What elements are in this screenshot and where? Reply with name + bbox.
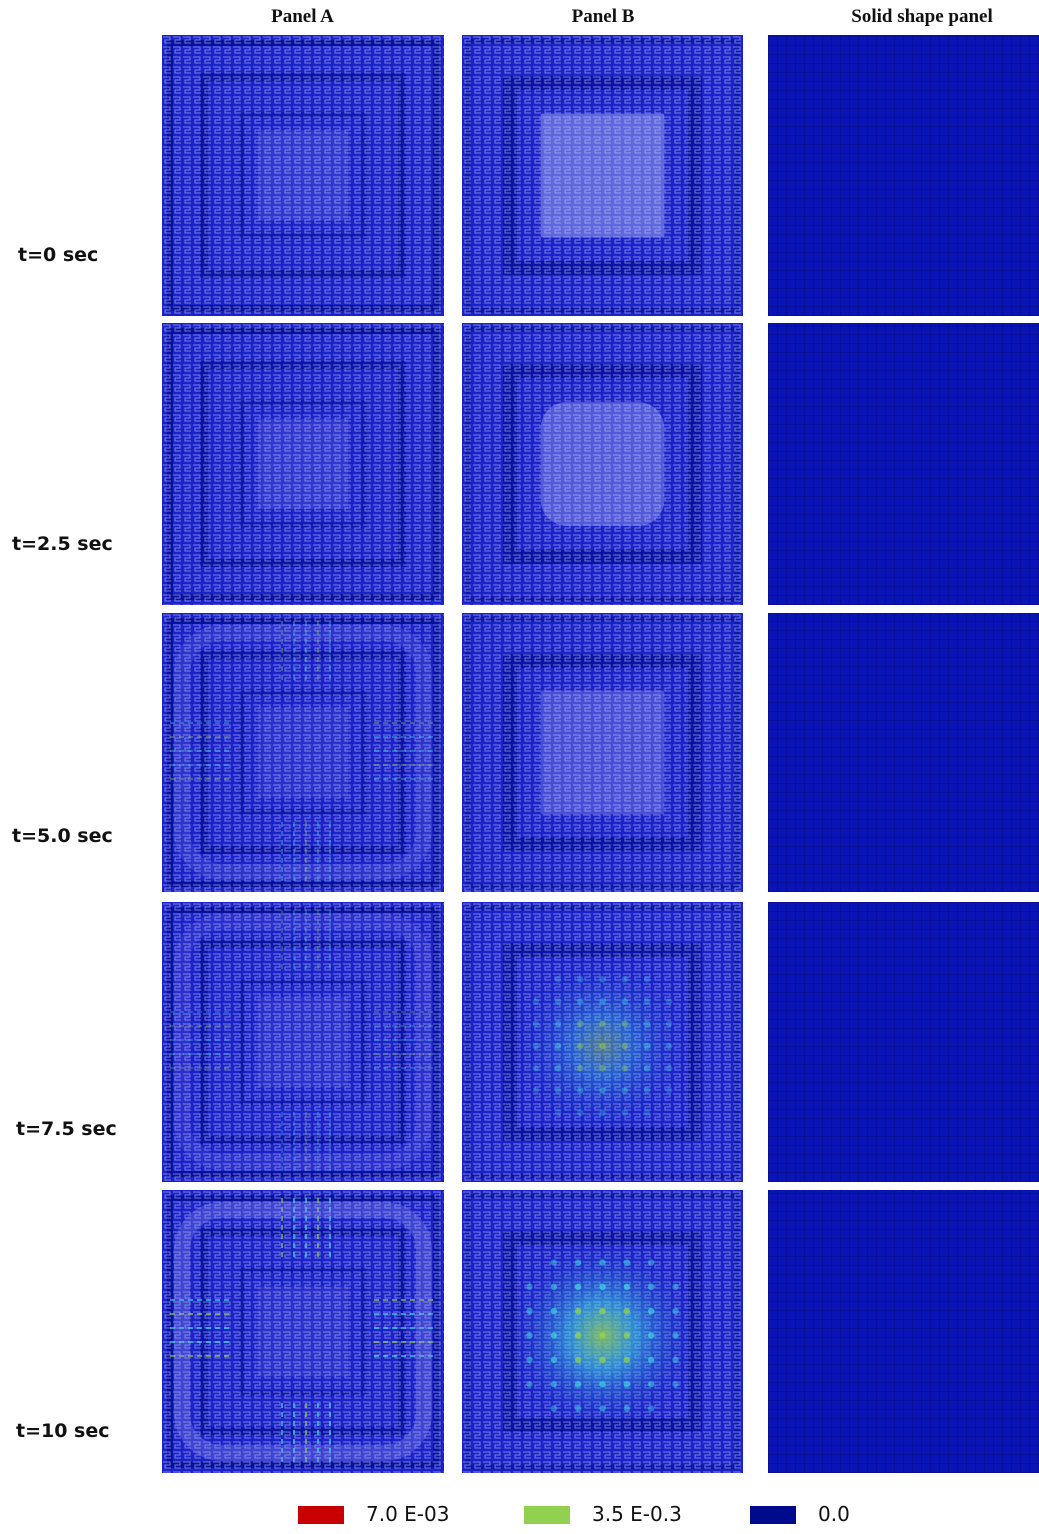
panel-a-t0 — [162, 35, 444, 316]
legend-label-zero: 0.0 — [818, 1502, 850, 1526]
panel-b-t4 — [462, 1190, 743, 1473]
panel-b-t2 — [462, 613, 743, 892]
panel-b-title: Panel B — [571, 6, 635, 27]
legend-swatch-zero — [750, 1506, 796, 1524]
solid-panel-t0 — [768, 35, 1039, 316]
panel-a-t3 — [162, 902, 444, 1182]
time-label-4: t=10 sec — [16, 1420, 110, 1442]
time-label-2: t=5.0 sec — [12, 825, 113, 847]
solid-panel-t2 — [768, 613, 1039, 892]
panel-b-t1 — [462, 323, 743, 605]
time-label-0: t=0 sec — [18, 244, 99, 266]
panel-b-t3 — [462, 902, 743, 1182]
legend-swatch-mid — [524, 1506, 570, 1524]
time-label-3: t=7.5 sec — [16, 1118, 117, 1140]
time-label-1: t=2.5 sec — [12, 533, 113, 555]
panel-a-t2 — [162, 613, 444, 892]
solid-panel-t4 — [768, 1190, 1039, 1473]
legend-label-max: 7.0 E-03 — [366, 1502, 450, 1526]
legend-label-mid: 3.5 E-0.3 — [592, 1502, 682, 1526]
solid-panel-t3 — [768, 902, 1039, 1182]
panel-b-t0 — [462, 35, 743, 316]
panel-a-title: Panel A — [271, 6, 334, 27]
panel-a-t1 — [162, 323, 444, 605]
legend-swatch-max — [298, 1506, 344, 1524]
solid-panel-title: Solid shape panel — [851, 6, 993, 27]
panel-a-t4 — [162, 1190, 444, 1473]
solid-panel-t1 — [768, 323, 1039, 605]
